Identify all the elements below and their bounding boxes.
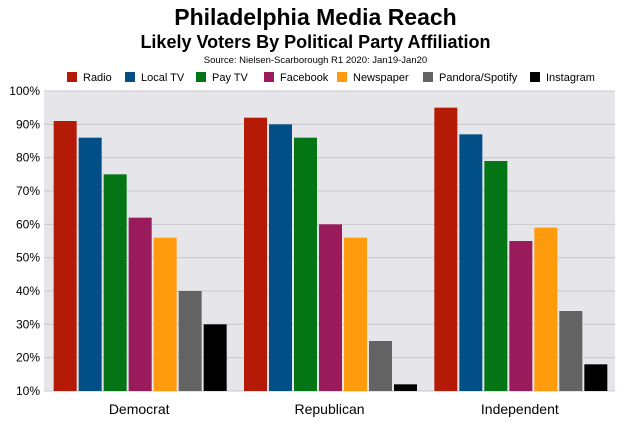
legend-swatch-newspaper (337, 72, 347, 82)
y-tick-label: 30% (16, 317, 40, 331)
x-category-label: Independent (481, 401, 559, 417)
legend-swatch-pandora-spotify (423, 72, 433, 82)
bar-pay-tv-republican (294, 137, 317, 391)
bar-newspaper-independent (534, 227, 558, 391)
y-tick-label: 40% (16, 284, 40, 298)
legend-swatch-local-tv (125, 72, 135, 82)
bar-radio-democrat (53, 121, 77, 391)
chart-source: Source: Nielsen-Scarborough R1 2020: Jan… (203, 55, 428, 66)
y-tick-label: 50% (16, 251, 40, 265)
y-tick-label: 90% (16, 117, 40, 131)
y-tick-label: 70% (16, 184, 40, 198)
y-tick-label: 60% (16, 217, 40, 231)
bar-radio-republican (244, 117, 267, 392)
legend-label-pandora-spotify: Pandora/Spotify (439, 72, 518, 84)
bar-pay-tv-independent (484, 161, 508, 391)
legend-swatch-instagram (530, 72, 540, 82)
bar-pay-tv-democrat (103, 174, 127, 391)
bar-local-tv-democrat (78, 137, 102, 391)
bar-instagram-democrat (203, 324, 227, 391)
chart-subtitle: Likely Voters By Political Party Affilia… (140, 32, 491, 52)
bar-pandora-spotify-democrat (178, 291, 202, 391)
y-tick-label: 100% (9, 84, 40, 98)
x-category-label: Republican (294, 401, 364, 417)
legend-swatch-radio (67, 72, 77, 82)
x-category-label: Democrat (109, 401, 170, 417)
legend-label-newspaper: Newspaper (353, 72, 409, 84)
bar-local-tv-republican (269, 124, 292, 391)
legend-swatch-facebook (264, 72, 274, 82)
bar-newspaper-republican (344, 237, 367, 391)
bar-instagram-independent (584, 364, 608, 391)
bar-pandora-spotify-republican (369, 341, 392, 391)
bar-radio-independent (434, 107, 458, 392)
legend-label-instagram: Instagram (546, 72, 595, 84)
bar-newspaper-democrat (153, 237, 177, 391)
y-tick-label: 10% (16, 384, 40, 398)
bar-local-tv-independent (459, 134, 483, 392)
legend-label-pay-tv: Pay TV (212, 72, 249, 84)
legend-label-facebook: Facebook (280, 72, 329, 84)
bar-facebook-republican (319, 224, 342, 391)
legend-label-radio: Radio (83, 72, 112, 84)
legend-label-local-tv: Local TV (141, 72, 185, 84)
bar-facebook-independent (509, 241, 533, 391)
bar-facebook-democrat (128, 217, 152, 391)
bar-pandora-spotify-independent (559, 311, 583, 391)
legend-swatch-pay-tv (196, 72, 206, 82)
chart-title: Philadelphia Media Reach (174, 4, 457, 30)
bar-instagram-republican (394, 384, 417, 391)
y-tick-label: 20% (16, 351, 40, 365)
y-tick-label: 80% (16, 151, 40, 165)
